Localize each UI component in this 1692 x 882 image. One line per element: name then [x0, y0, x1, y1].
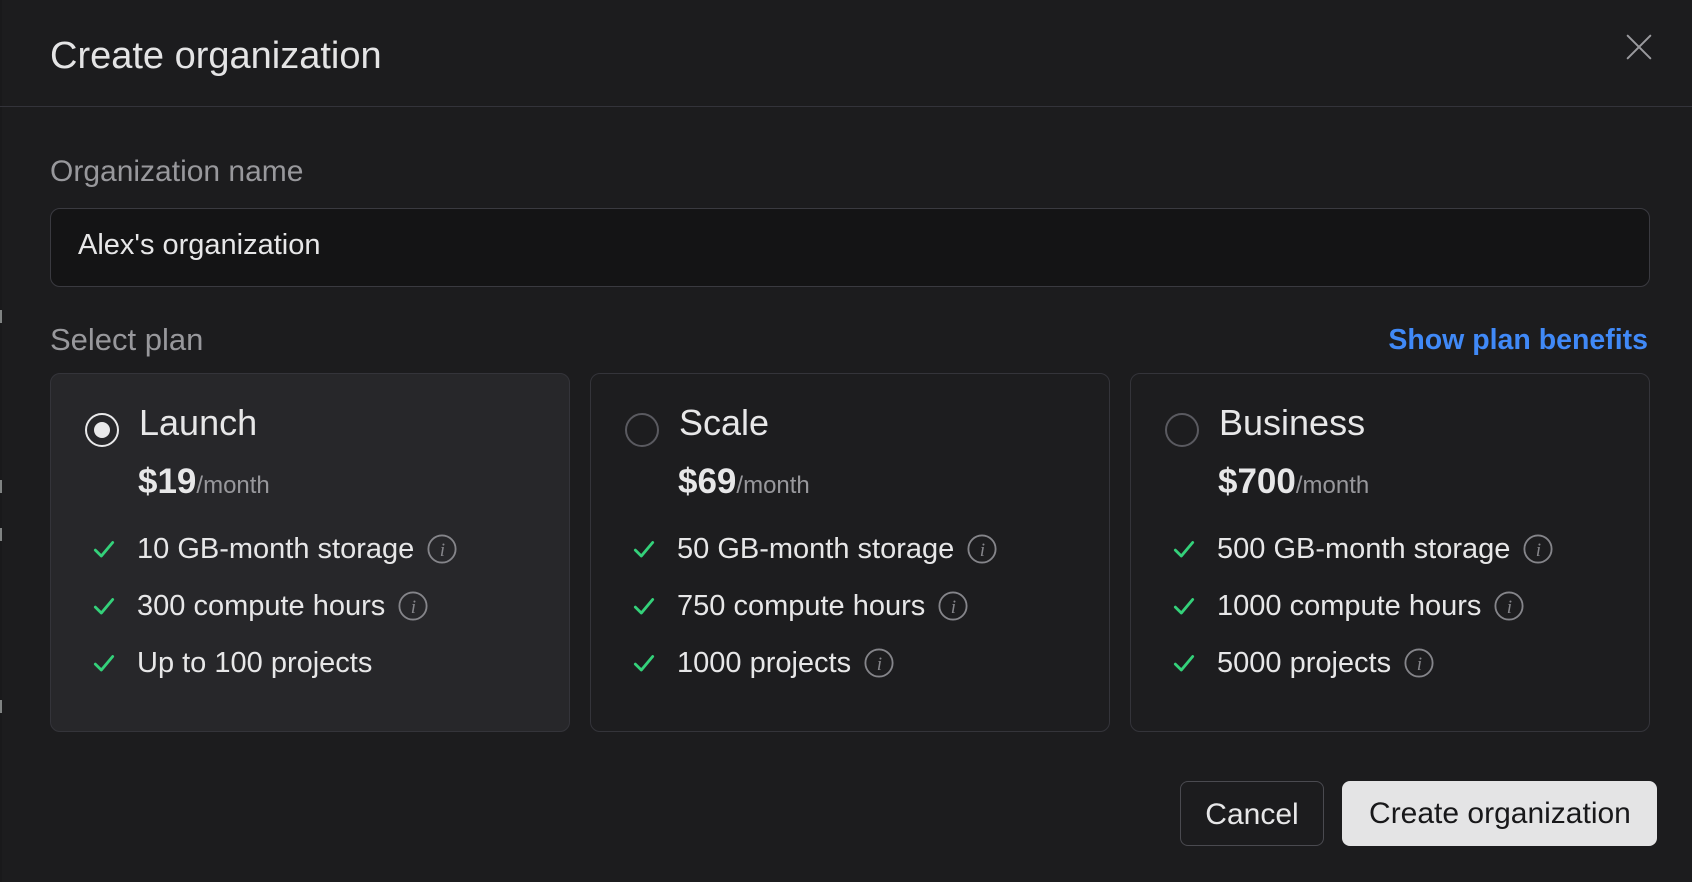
svg-text:i: i — [1417, 654, 1422, 675]
svg-text:i: i — [980, 540, 985, 561]
svg-text:i: i — [1536, 540, 1541, 561]
svg-text:i: i — [1507, 597, 1512, 618]
svg-text:i: i — [440, 540, 445, 561]
svg-text:i: i — [877, 654, 882, 675]
svg-text:i: i — [951, 597, 956, 618]
svg-text:i: i — [411, 597, 416, 618]
